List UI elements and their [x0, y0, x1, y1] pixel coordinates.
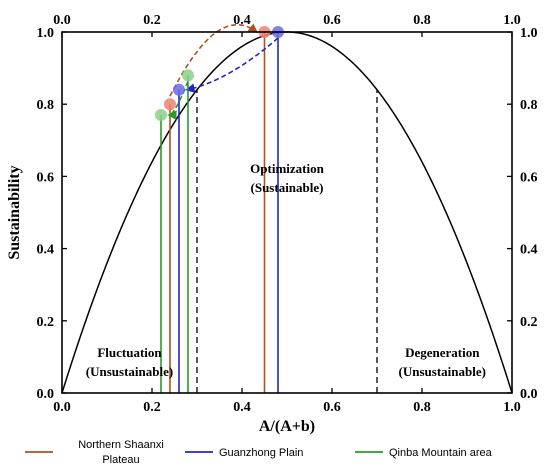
x-tick-label-top: 0.0 [53, 13, 71, 28]
x-tick-label-top: 1.0 [503, 13, 521, 28]
region-labels: Fluctuation (Unsustainable) Optimization (S… [86, 161, 486, 379]
y-tick-label-left: 1.0 [37, 26, 55, 41]
y-tick-label-right: 0.8 [520, 98, 538, 113]
y-tick-label-right: 1.0 [520, 26, 538, 41]
transition-arrow-0 [169, 23, 259, 97]
x-tick-label-bottom: 0.8 [413, 400, 431, 415]
region-label-0-line1: Fluctuation [97, 345, 162, 360]
axes-frame [61, 31, 513, 394]
y-tick-label-right: 0.0 [520, 387, 538, 402]
data-point-0-0 [164, 98, 176, 111]
data-point-2-1 [182, 69, 194, 82]
x-tick-label-top: 0.6 [323, 13, 341, 28]
region-label-1-line2: (Sustainable) [251, 180, 324, 195]
legend-label-1: Guanzhong Plain [219, 447, 303, 459]
legend-label-0-line1: Northern Shaanxi [78, 439, 164, 451]
y-tick-label-left: 0.6 [37, 170, 55, 185]
x-tick-label-bottom: 0.6 [323, 400, 341, 415]
x-axis-label: A/(A+b) [259, 418, 315, 435]
legend-label-2: Qinba Mountain area [389, 447, 493, 459]
x-tick-label-top: 0.8 [413, 13, 431, 28]
x-tick-label-bottom: 1.0 [503, 400, 521, 415]
x-tick-label-bottom: 0.2 [143, 400, 161, 415]
legend-label-0-line2: Plateau [102, 454, 139, 466]
region-label-1-line1: Optimization [250, 161, 324, 176]
y-axis-label: Sustainability [6, 165, 23, 259]
x-tick-label-top: 0.4 [233, 13, 251, 28]
region-label-2-line1: Degeneration [405, 345, 480, 360]
transition-arrow-1 [185, 37, 279, 93]
plot-area [61, 23, 513, 394]
data-point-1-0 [173, 83, 185, 96]
y-tick-label-left: 0.2 [37, 315, 55, 330]
x-tick-label-bottom: 0.0 [53, 400, 71, 415]
y-tick-label-left: 0.4 [37, 243, 55, 258]
sustainability-curve [61, 31, 513, 394]
y-tick-label-right: 0.2 [520, 315, 538, 330]
y-tick-label-left: 0.8 [37, 98, 55, 113]
region-label-0-line2: (Unsustainable) [86, 364, 173, 379]
y-tick-label-left: 0.0 [37, 387, 55, 402]
axes: 0.00.00.20.20.40.40.60.60.80.81.01.00.0 0… [6, 13, 538, 435]
transition-arrow-2 [167, 81, 189, 121]
data-point-2-0 [155, 109, 167, 122]
x-tick-label-bottom: 0.4 [233, 400, 251, 415]
x-tick-label-top: 0.2 [143, 13, 161, 28]
y-tick-label-right: 0.6 [520, 170, 538, 185]
region-label-2-line2: (Unsustainable) [399, 364, 486, 379]
legend: Northern Shaanxi Plateau Guanzhong Plain Qi… [25, 439, 493, 466]
y-tick-label-right: 0.4 [520, 243, 538, 258]
